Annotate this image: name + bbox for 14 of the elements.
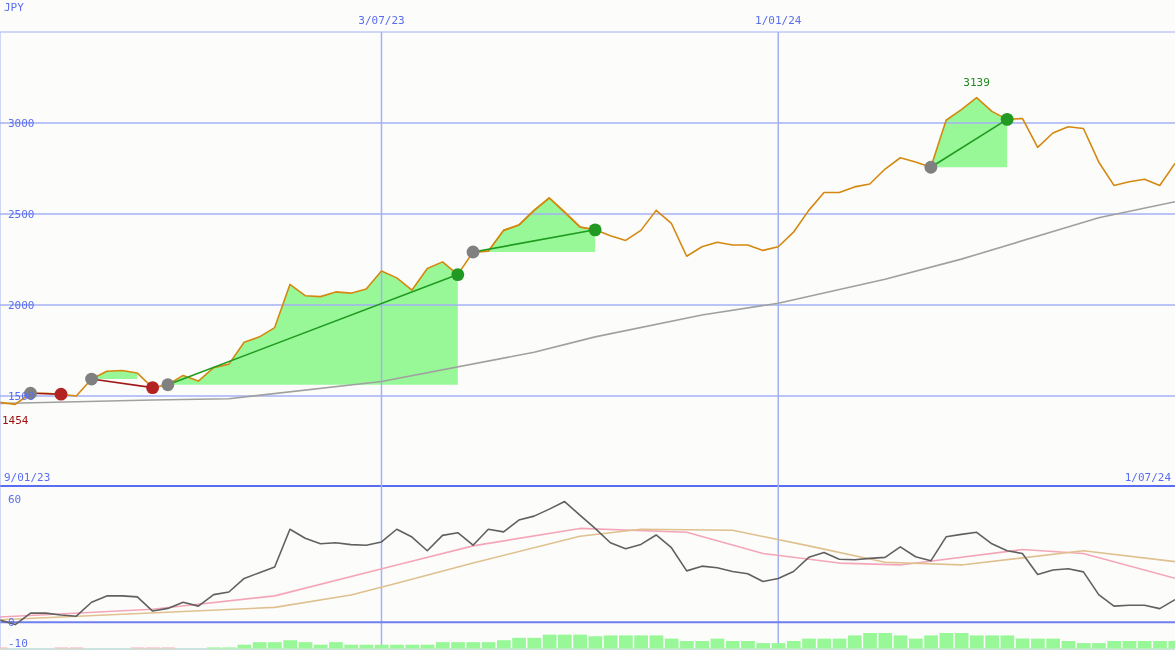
y-tick-label: 3000	[8, 116, 35, 130]
annotation: 1454	[2, 414, 29, 428]
y-tick-label: 2000	[8, 298, 35, 312]
y-axis-title: JPY	[4, 1, 25, 14]
x-tick-label: 1/01/24	[755, 14, 802, 27]
x-tick-label: 3/07/23	[358, 14, 405, 27]
annotation: 9/01/23	[4, 471, 51, 484]
y-tick-label: -10	[8, 636, 28, 650]
y-tick-label: 60	[8, 493, 22, 507]
y-tick-label: 0	[8, 616, 15, 630]
y-tick-label: 1500	[8, 389, 35, 403]
annotation: 1/07/24	[1124, 471, 1172, 484]
annotation: 3139	[963, 75, 990, 89]
y-tick-label: 2500	[8, 207, 35, 221]
